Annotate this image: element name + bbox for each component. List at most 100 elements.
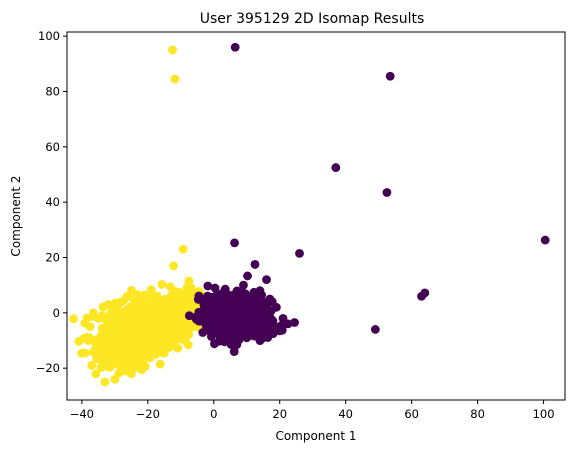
x-tick-label: 0	[210, 407, 217, 421]
y-tick-label: 60	[45, 140, 60, 154]
yellow-cluster-point	[173, 343, 183, 353]
purple-cluster-point	[246, 297, 256, 307]
purple-cluster-point	[222, 306, 232, 316]
purple-cluster-point	[246, 311, 256, 321]
yellow-cluster-point	[172, 333, 181, 343]
yellow-cluster-point	[146, 285, 156, 295]
y-tick-label: 20	[45, 251, 60, 265]
yellow-cluster-point	[93, 313, 103, 323]
yellow-cluster-point	[85, 322, 95, 332]
purple-cluster-point	[196, 311, 205, 321]
purple-cluster-point	[278, 313, 288, 323]
yellow-cluster-point	[107, 357, 117, 367]
purple-cluster-point	[420, 288, 430, 298]
purple-cluster-point	[243, 271, 252, 281]
yellow-cluster-point	[170, 74, 180, 84]
y-axis-label: Component 2	[9, 175, 23, 256]
purple-cluster-point	[331, 163, 341, 172]
yellow-cluster-point	[184, 276, 194, 286]
purple-cluster-point	[222, 333, 232, 343]
yellow-cluster-point	[82, 313, 92, 323]
purple-cluster-point	[225, 296, 234, 306]
purple-cluster-point	[230, 42, 240, 52]
purple-cluster-point	[235, 289, 245, 298]
purple-cluster-point	[212, 327, 222, 337]
yellow-cluster-point	[163, 336, 172, 345]
yellow-cluster-point	[151, 305, 161, 315]
purple-cluster-point	[203, 281, 213, 291]
purple-cluster-point	[212, 298, 222, 308]
yellow-cluster-point	[155, 359, 165, 369]
yellow-cluster-point	[144, 331, 154, 340]
yellow-cluster-point	[126, 369, 136, 379]
yellow-cluster-point	[125, 315, 135, 325]
yellow-cluster-point	[146, 349, 156, 359]
yellow-cluster-point	[122, 292, 132, 301]
purple-cluster-point	[370, 325, 380, 334]
yellow-cluster-point	[113, 358, 123, 368]
yellow-cluster-point	[135, 363, 145, 373]
x-tick-label: −20	[136, 407, 160, 421]
y-tick-label: −20	[36, 361, 60, 375]
yellow-cluster-point	[165, 342, 174, 352]
purple-cluster-point	[242, 333, 252, 343]
purple-cluster-point	[250, 260, 260, 269]
yellow-cluster-point	[87, 361, 97, 370]
purple-cluster-point	[214, 336, 224, 346]
purple-cluster-point	[262, 275, 271, 285]
chart-title: User 395129 2D Isomap Results	[200, 11, 425, 27]
x-axis: −40 −20 0 20 40 60 80 100	[70, 400, 555, 421]
purple-cluster-point	[184, 311, 194, 321]
purple-cluster-point	[202, 322, 212, 332]
purple-cluster-point	[265, 294, 275, 304]
purple-cluster-point	[229, 347, 239, 356]
y-tick-label: 0	[53, 306, 60, 320]
y-axis: −20 0 20 40 60 80 100	[36, 29, 67, 375]
purple-cluster-point	[199, 300, 209, 309]
yellow-cluster-point	[157, 279, 167, 289]
yellow-cluster-point	[144, 306, 154, 315]
purple-cluster-point	[295, 248, 304, 258]
x-tick-label: 100	[533, 407, 555, 421]
purple-cluster-point	[253, 317, 263, 327]
purple-cluster-point	[275, 326, 285, 336]
purple-cluster-point	[232, 299, 241, 308]
yellow-cluster-point	[168, 295, 178, 305]
y-tick-label: 100	[38, 29, 60, 43]
x-tick-label: 60	[404, 407, 419, 421]
yellow-cluster-point	[140, 290, 149, 300]
yellow-cluster-point	[164, 325, 174, 335]
purple-cluster-point	[382, 188, 392, 197]
yellow-cluster-point	[135, 352, 145, 361]
purple-cluster-point	[268, 329, 278, 338]
yellow-cluster-point	[115, 308, 125, 318]
yellow-cluster-point	[174, 287, 184, 297]
yellow-cluster-point	[91, 369, 101, 379]
yellow-cluster-point	[107, 319, 116, 329]
yellow-cluster-point	[113, 331, 123, 340]
purple-cluster-point	[263, 322, 273, 331]
x-axis-label: Component 1	[275, 429, 356, 443]
yellow-cluster-point	[186, 289, 196, 298]
yellow-cluster-point	[182, 325, 192, 334]
yellow-cluster-point	[153, 293, 163, 303]
yellow-cluster-point	[184, 302, 193, 312]
yellow-cluster-point	[114, 341, 123, 351]
purple-cluster-point	[540, 235, 550, 245]
x-tick-label: −40	[70, 407, 94, 421]
yellow-cluster-point	[100, 377, 110, 387]
purple-cluster-point	[255, 286, 265, 296]
points-layer	[69, 42, 550, 387]
purple-cluster-point	[210, 283, 220, 293]
purple-cluster-point	[230, 238, 239, 248]
yellow-cluster-point	[130, 302, 140, 312]
purple-cluster-point	[242, 322, 252, 332]
yellow-cluster-point	[93, 349, 103, 359]
purple-cluster-point	[226, 320, 236, 330]
yellow-cluster-point	[155, 337, 165, 347]
purple-cluster-point	[385, 71, 395, 81]
purple-cluster-point	[239, 280, 248, 290]
yellow-cluster-point	[166, 302, 176, 312]
